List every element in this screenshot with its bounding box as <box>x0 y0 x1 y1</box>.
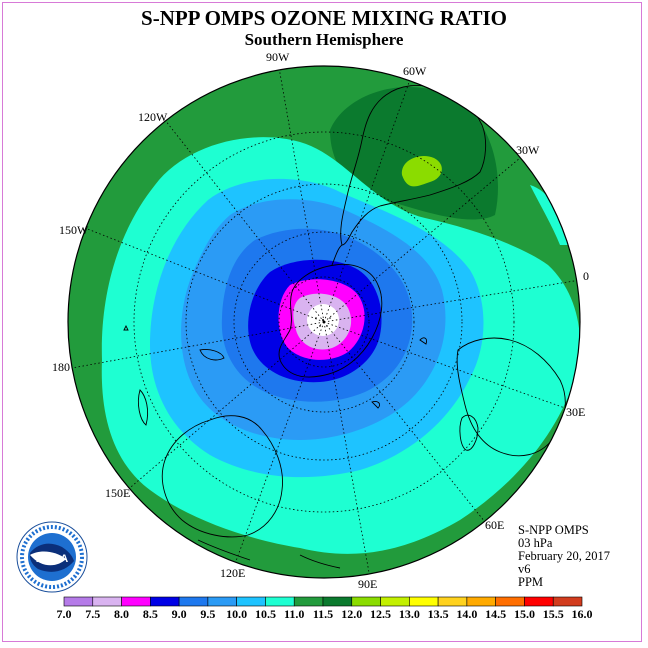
page-title: S-NPP OMPS OZONE MIXING RATIO <box>141 6 507 30</box>
colorbar <box>63 596 583 607</box>
colorbar-tick-label: 10.5 <box>254 607 276 621</box>
colorbar-tick-label: 7.5 <box>85 607 101 621</box>
image-frame <box>2 2 642 642</box>
colorbar-swatch <box>92 596 122 607</box>
colorbar-tick-label: 10.0 <box>226 607 248 621</box>
colorbar-swatch <box>293 596 324 607</box>
colorbar-swatch <box>437 596 468 607</box>
colorbar-tick-label: 9.5 <box>200 607 216 621</box>
colorbar-tick-label: 15.5 <box>542 607 564 621</box>
colorbar-tick-label: 7.0 <box>56 607 72 621</box>
colorbar-swatch <box>207 596 237 607</box>
colorbar-swatch <box>121 596 151 607</box>
colorbar-swatch <box>265 596 295 607</box>
meridians <box>71 66 580 578</box>
colorbar-tick-label: 13.5 <box>427 607 449 621</box>
colorbar-swatch <box>380 596 410 607</box>
colorbar-tick-label: 9.0 <box>171 607 187 621</box>
colorbar-swatch <box>495 596 525 607</box>
info-version: v6 <box>518 562 531 576</box>
colorbar-swatch <box>178 596 209 607</box>
lon-label-90w: 90W <box>266 50 290 64</box>
colorbar-tick-label: 8.5 <box>142 607 158 621</box>
colorbar-swatch <box>236 596 266 607</box>
colorbar-tick-label: 15.0 <box>513 607 535 621</box>
colorbar-tick-label: 11.5 <box>312 607 334 621</box>
lon-label-150w: 150W <box>59 223 89 237</box>
colorbar-tick-label: 14.5 <box>485 607 507 621</box>
latitude-circles <box>133 131 515 513</box>
info-level: 03 hPa <box>518 536 553 550</box>
colorbar-tick-label: 12.5 <box>370 607 392 621</box>
colorbar-swatch <box>351 596 381 607</box>
lon-label-120w: 120W <box>138 110 168 124</box>
info-date: February 20, 2017 <box>518 549 610 563</box>
colorbar-swatch <box>409 596 439 607</box>
info-block: S-NPP OMPS 03 hPa February 20, 2017 v6 P… <box>518 524 610 589</box>
field-yellow-green <box>401 155 442 187</box>
colorbar-tick-label: 13.0 <box>398 607 420 621</box>
colorbar-swatch <box>524 596 554 607</box>
lon-label-0: 0 <box>583 269 589 283</box>
lon-label-60w: 60W <box>403 64 427 78</box>
noaa-logo-text: NOAA <box>36 553 68 565</box>
colorbar-swatch <box>150 596 180 607</box>
colorbar-swatch <box>63 596 94 607</box>
colorbar-swatch <box>466 596 496 607</box>
colorbar-tick-label: 12.0 <box>341 607 363 621</box>
lon-label-90e: 90E <box>358 577 378 591</box>
lon-label-30w: 30W <box>516 143 540 157</box>
colorbar-tick-label: 8.0 <box>114 607 130 621</box>
lon-label-150e: 150E <box>105 486 131 500</box>
colorbar-swatch <box>552 596 583 607</box>
colorbar-tick-label: 14.0 <box>456 607 478 621</box>
map-boundary <box>67 65 581 579</box>
colorbar-swatch <box>322 596 353 607</box>
colorbar-tick-label: 11.0 <box>284 607 305 621</box>
lon-label-30e: 30E <box>566 405 586 419</box>
lon-label-180: 180 <box>52 360 70 374</box>
info-units: PPM <box>518 575 544 589</box>
info-instrument: S-NPP OMPS <box>518 523 589 537</box>
page-subtitle: Southern Hemisphere <box>244 30 404 49</box>
pole-dots <box>315 317 331 327</box>
colorbar-tick-label: 16.0 <box>571 607 593 621</box>
field-aqua-edge <box>530 185 572 245</box>
lon-label-120e: 120E <box>220 566 246 580</box>
lon-label-60e: 60E <box>485 518 505 532</box>
noaa-logo: NOAA <box>16 521 88 593</box>
